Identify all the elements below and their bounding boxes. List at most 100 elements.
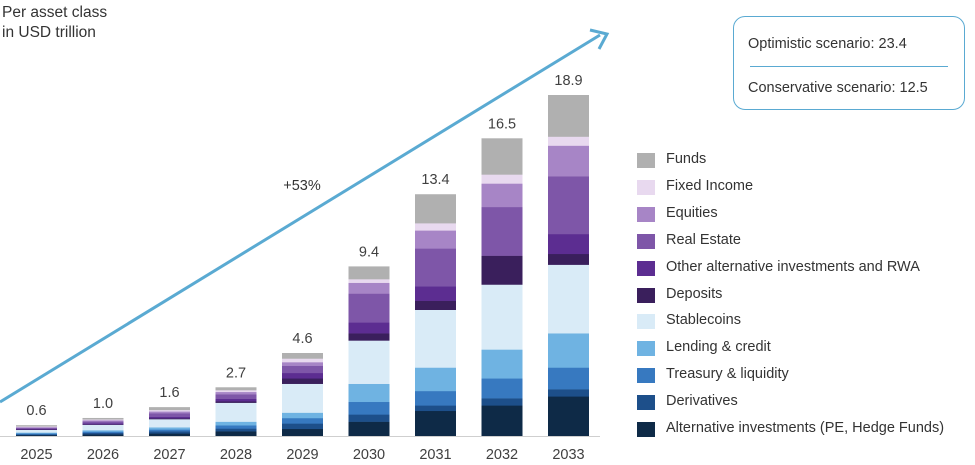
bar-2030-deposits — [348, 333, 390, 341]
legend-label: Equities — [666, 204, 718, 221]
bar-2031-lending-credit — [415, 367, 456, 392]
bar-2028-equities — [215, 391, 257, 395]
bar-2025-deposits — [16, 429, 57, 430]
bar-2032-treasury-liquidity — [481, 378, 523, 399]
legend-swatch — [637, 260, 655, 276]
bar-2027-derivatives — [149, 431, 190, 434]
bar-2028-treasury-liquidity — [215, 425, 257, 429]
bar-2029-alternative-investments-pe-hedge-funds — [282, 428, 323, 437]
bar-2026-deposits — [82, 424, 124, 425]
legend-swatch — [637, 153, 655, 168]
bar-2025-equities — [16, 426, 57, 428]
legend-label: Alternative investments (PE, Hedge Funds… — [666, 420, 945, 436]
bar-2027-stablecoins — [149, 419, 190, 428]
bar-2026-alternative-investments-pe-hedge-funds — [82, 434, 124, 437]
bar-2030-other-alternative-investments-and-rwa — [348, 322, 390, 334]
bar-2029-other-alternative-investments-and-rwa — [282, 372, 323, 379]
bar-2025-lending-credit — [16, 432, 57, 434]
bar-2029-equities — [282, 362, 323, 366]
bar-2029-deposits — [282, 378, 323, 384]
bar-2031-deposits — [415, 300, 456, 310]
bar-2028-fixed-income — [215, 389, 257, 393]
legend-swatch — [637, 395, 655, 411]
total-label-2030: 9.4 — [359, 244, 379, 260]
scenario-box: Optimistic scenario: 23.4 Conservative s… — [733, 16, 965, 110]
bar-2025-alternative-investments-pe-hedge-funds — [16, 434, 57, 437]
bar-2026-real-estate — [82, 421, 124, 424]
legend-label: Stablecoins — [666, 312, 741, 329]
bar-2027-other-alternative-investments-and-rwa — [149, 416, 190, 419]
bar-2030-equities — [348, 282, 390, 294]
bar-2030-derivatives — [348, 414, 390, 422]
bar-2033-treasury-liquidity — [548, 367, 589, 390]
total-label-2026: 1.0 — [93, 396, 113, 412]
bar-2032-real-estate — [481, 206, 523, 256]
x-tick-2030: 2030 — [353, 447, 385, 463]
growth-annotation: +53% — [283, 178, 321, 194]
legend-label: Other alternative investments and RWA — [666, 258, 920, 275]
bar-2026-other-alternative-investments-and-rwa — [82, 423, 124, 425]
bar-2029-funds — [282, 353, 323, 359]
bar-2033-real-estate — [548, 176, 589, 235]
legend-label: Derivatives — [666, 393, 738, 410]
legend-swatch — [637, 206, 655, 222]
x-tick-2027: 2027 — [153, 447, 185, 463]
bar-2027-treasury-liquidity — [149, 429, 190, 432]
bar-2027-funds — [149, 407, 190, 411]
bar-2033-alternative-investments-pe-hedge-funds — [548, 396, 589, 437]
x-tick-2032: 2032 — [486, 447, 518, 463]
bar-2025-treasury-liquidity — [16, 433, 57, 435]
bar-2032-derivatives — [481, 398, 523, 406]
bar-2028-lending-credit — [215, 421, 257, 426]
bar-2029-derivatives — [282, 423, 323, 430]
bar-2028-funds — [215, 387, 257, 391]
bar-2025-other-alternative-investments-and-rwa — [16, 428, 57, 430]
bar-2033-other-alternative-investments-and-rwa — [548, 233, 589, 255]
bar-2030-lending-credit — [348, 383, 390, 403]
bar-2027-deposits — [149, 418, 190, 420]
legend-label: Treasury & liquidity — [666, 366, 789, 383]
bar-2029-treasury-liquidity — [282, 417, 323, 424]
x-tick-2029: 2029 — [286, 447, 318, 463]
bar-2031-funds — [415, 194, 456, 224]
bar-2026-equities — [82, 420, 124, 422]
bar-2032-fixed-income — [481, 174, 523, 184]
bar-2025-funds — [16, 425, 57, 427]
bar-2031-treasury-liquidity — [415, 390, 456, 406]
subtitle-line-1: Per asset class — [2, 4, 108, 21]
conservative-scenario: Conservative scenario: 12.5 — [748, 80, 928, 96]
bar-2028-alternative-investments-pe-hedge-funds — [215, 431, 257, 437]
bar-2033-equities — [548, 145, 589, 177]
bar-2025-stablecoins — [16, 429, 57, 433]
subtitle-line-2: in USD trillion — [2, 24, 96, 41]
bar-2030-alternative-investments-pe-hedge-funds — [348, 421, 390, 437]
legend-label: Fixed Income — [666, 177, 754, 194]
bar-2026-lending-credit — [82, 430, 124, 432]
bar-2033-stablecoins — [548, 264, 589, 334]
scenario-divider — [750, 66, 948, 67]
bar-2027-alternative-investments-pe-hedge-funds — [149, 433, 190, 437]
bar-2028-stablecoins — [215, 402, 257, 422]
bar-2027-equities — [149, 411, 190, 414]
total-label-2025: 0.6 — [26, 403, 46, 419]
bar-2033-funds — [548, 95, 589, 137]
bar-2028-derivatives — [215, 428, 257, 432]
total-label-2027: 1.6 — [159, 385, 179, 401]
bar-2033-derivatives — [548, 389, 589, 397]
bar-2029-lending-credit — [282, 412, 323, 419]
total-label-2032: 16.5 — [488, 116, 516, 132]
bar-2028-real-estate — [215, 394, 257, 399]
bar-2030-treasury-liquidity — [348, 401, 390, 415]
bar-2031-stablecoins — [415, 309, 456, 368]
bar-2032-funds — [481, 138, 523, 175]
bar-2029-stablecoins — [282, 383, 323, 413]
chart-subtitle: Per asset class in USD trillion — [2, 3, 107, 43]
bar-2032-deposits — [481, 255, 523, 285]
legend-swatch — [637, 287, 655, 303]
bar-2030-fixed-income — [348, 279, 390, 283]
optimistic-scenario: Optimistic scenario: 23.4 — [748, 36, 907, 52]
bar-2026-treasury-liquidity — [82, 431, 124, 434]
total-label-2029: 4.6 — [292, 331, 312, 347]
bar-2027-real-estate — [149, 413, 190, 417]
